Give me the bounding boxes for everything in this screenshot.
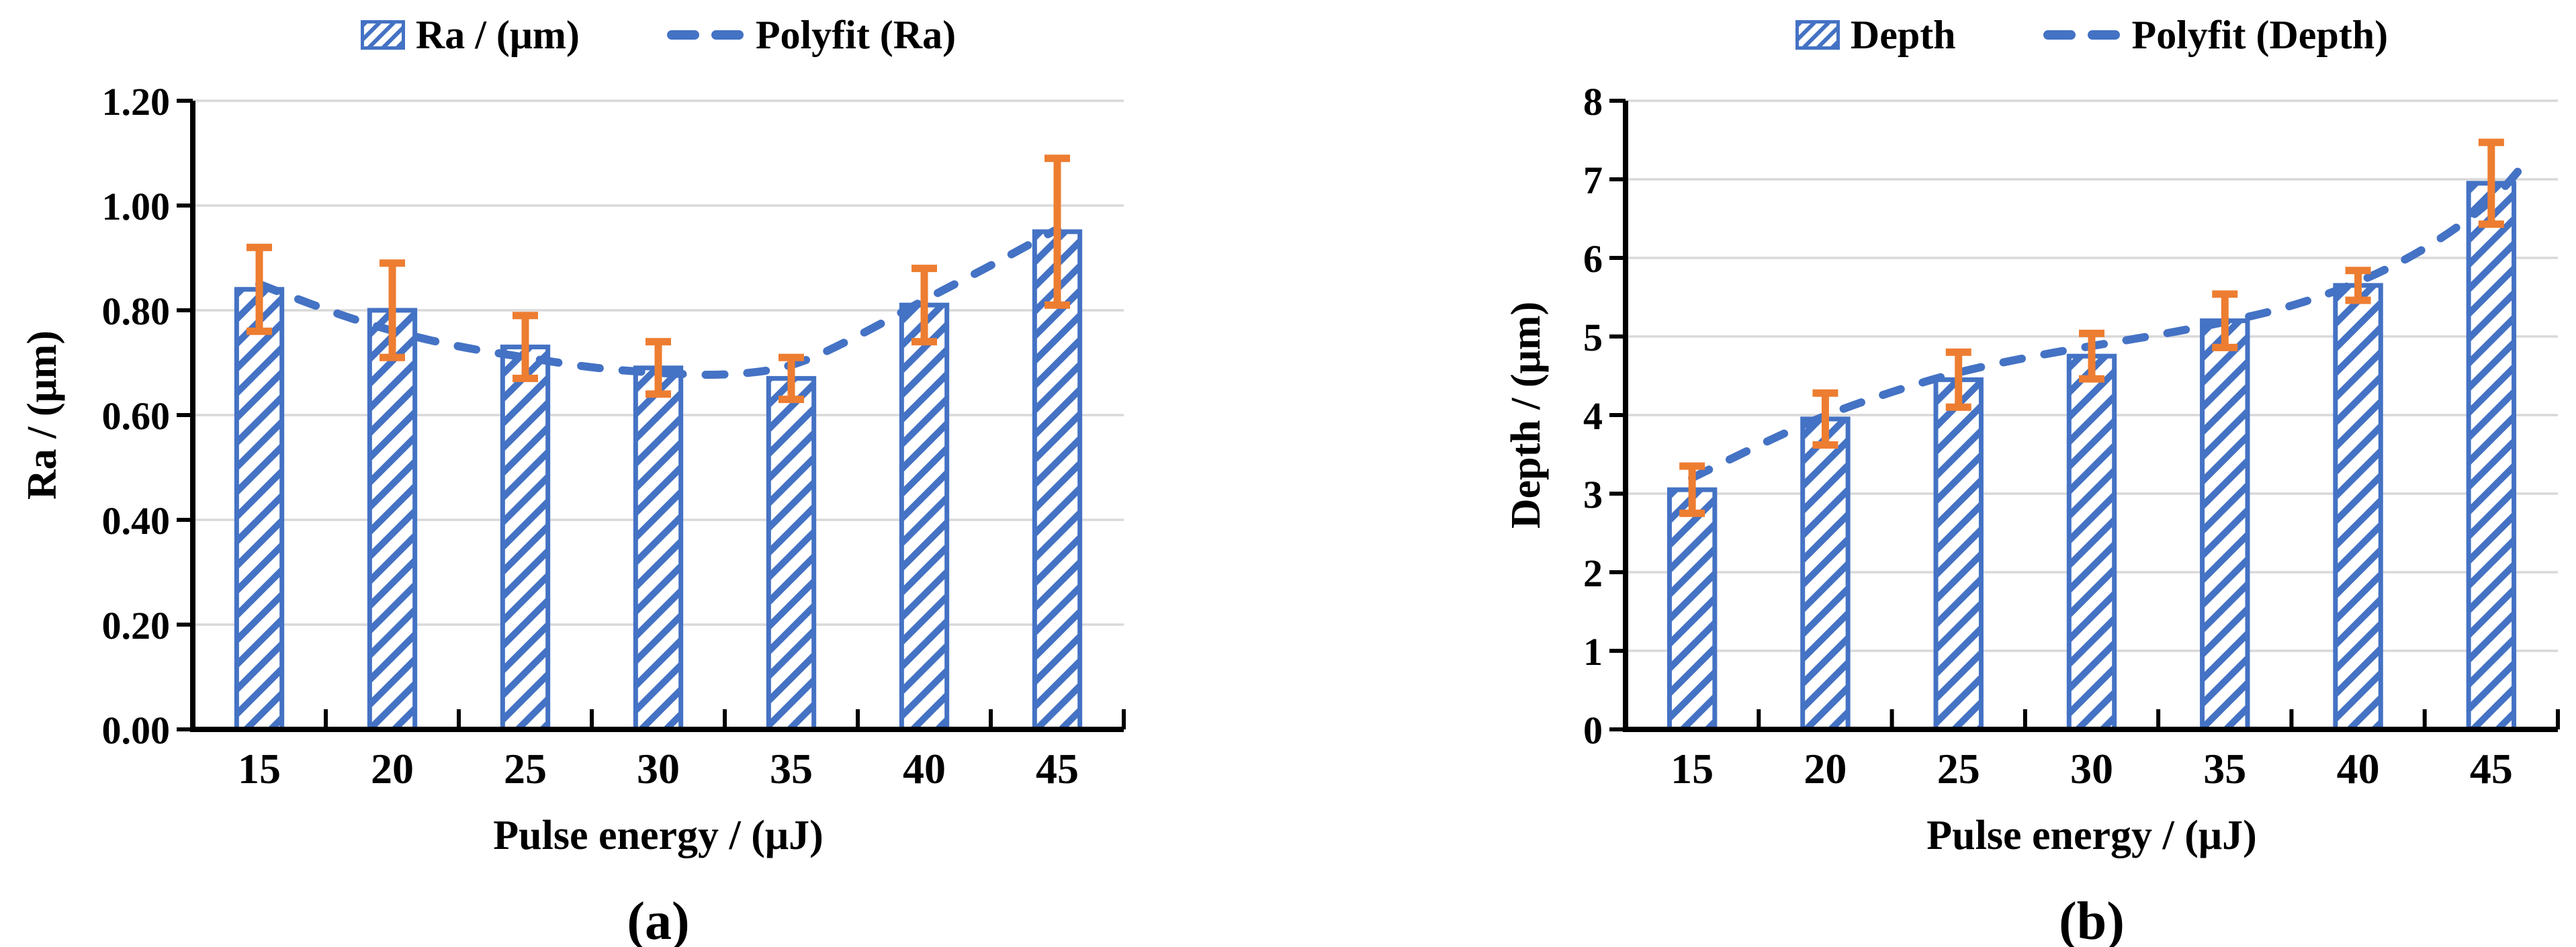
y-tick-label: 4	[1583, 394, 1603, 438]
x-tick-label: 40	[2337, 745, 2380, 793]
legend-label-polyfit-depth: Polyfit (Depth)	[2131, 12, 2389, 57]
error-bar	[2079, 329, 2104, 383]
chart-panel-a: Ra / (μm) Polyfit (Ra) 0.00 0.20 0.40 0.60 0…	[19, 5, 1126, 947]
panel-label: (a)	[627, 892, 689, 947]
dashed-line-icon	[666, 30, 744, 40]
legend-item-polyfit-depth: Polyfit (Depth)	[2042, 12, 2389, 58]
x-tick-label: 40	[903, 745, 946, 793]
polyfit-line	[255, 225, 1061, 379]
error-bar	[1945, 348, 1971, 411]
bar	[2466, 181, 2517, 732]
legend-label-depth: Depth	[1850, 12, 1956, 57]
bar	[367, 308, 418, 732]
hatch-swatch-icon	[1795, 20, 1840, 50]
bar	[1800, 416, 1851, 732]
error-bar	[1812, 389, 1838, 449]
legend-a: Ra / (μm) Polyfit (Ra)	[193, 5, 1124, 64]
bar	[1032, 229, 1083, 732]
y-tick-label: 8	[1583, 80, 1603, 124]
x-tick-label: 35	[2203, 745, 2246, 793]
error-bar	[2345, 267, 2371, 304]
error-bar	[2212, 290, 2238, 351]
error-bar	[646, 338, 671, 398]
hatch-swatch-icon	[360, 20, 405, 50]
panel-label: (b)	[2059, 892, 2125, 947]
bar	[766, 375, 817, 732]
bar	[633, 365, 684, 732]
dashed-line-icon	[2043, 30, 2120, 40]
bar	[2066, 353, 2117, 732]
x-tick-label: 45	[1036, 745, 1079, 793]
x-axis-title: Pulse energy / (μJ)	[1926, 813, 2256, 858]
polyfit-line	[1688, 151, 2536, 482]
y-tick-label: 0.40	[102, 499, 171, 543]
y-axis-title: Ra / (μm)	[19, 330, 65, 500]
bar	[1933, 377, 1984, 732]
legend-item-ra: Ra / (μm)	[360, 12, 580, 58]
x-tick-label: 35	[770, 745, 813, 793]
y-tick-label: 3	[1583, 473, 1603, 516]
x-tick-label: 20	[1804, 745, 1847, 793]
bar	[899, 302, 950, 732]
y-tick-label: 6	[1583, 237, 1603, 281]
y-tick-label: 0.00	[102, 709, 171, 752]
error-bar	[247, 243, 272, 335]
error-bar	[513, 312, 538, 382]
x-tick-label: 20	[371, 745, 414, 793]
error-bar	[912, 265, 937, 346]
y-tick-label: 0.80	[102, 289, 171, 333]
y-axis-title: Depth / (μm)	[1503, 302, 1549, 529]
y-tick-label: 0	[1583, 709, 1603, 752]
legend-item-polyfit-ra: Polyfit (Ra)	[666, 12, 956, 58]
y-tick-label: 1.20	[102, 80, 171, 124]
bar	[2200, 318, 2250, 732]
y-tick-label: 0.60	[102, 394, 171, 438]
legend-item-depth: Depth	[1795, 12, 1956, 58]
bar	[500, 345, 551, 732]
bar	[1667, 487, 1718, 732]
bar	[234, 287, 285, 732]
error-bar	[1679, 462, 1705, 517]
legend-label-polyfit-ra: Polyfit (Ra)	[755, 12, 957, 57]
error-bar	[1045, 154, 1070, 309]
bar	[2333, 283, 2383, 732]
x-tick-label: 25	[504, 745, 547, 793]
y-tick-label: 7	[1583, 159, 1603, 202]
x-tick-label: 15	[238, 745, 281, 793]
legend-b: Depth Polyfit (Depth)	[1626, 5, 2558, 64]
legend-label-ra: Ra / (μm)	[415, 12, 580, 57]
x-tick-label: 30	[637, 745, 680, 793]
y-tick-label: 5	[1583, 316, 1603, 359]
x-tick-label: 25	[1937, 745, 1980, 793]
x-tick-label: 30	[2070, 745, 2113, 793]
x-tick-label: 15	[1671, 745, 1714, 793]
error-bar	[2478, 138, 2504, 228]
x-axis-title: Pulse energy / (μJ)	[493, 813, 823, 858]
error-bar	[779, 353, 804, 404]
chart-panel-b: Depth Polyfit (Depth) 0 1 2 3 4 5 6 7 8 15 20 25 30 3…	[1288, 0, 2576, 947]
error-bar	[380, 259, 405, 361]
x-tick-label: 45	[2470, 745, 2513, 793]
bar-chart-a: 0.00 0.20 0.40 0.60 0.80 1.00 1.20 15 20 25 30 35 40…	[19, 80, 1126, 947]
y-tick-label: 0.20	[102, 604, 171, 647]
y-tick-label: 1.00	[102, 185, 171, 228]
y-tick-label: 2	[1583, 551, 1603, 595]
y-tick-label: 1	[1583, 630, 1603, 674]
